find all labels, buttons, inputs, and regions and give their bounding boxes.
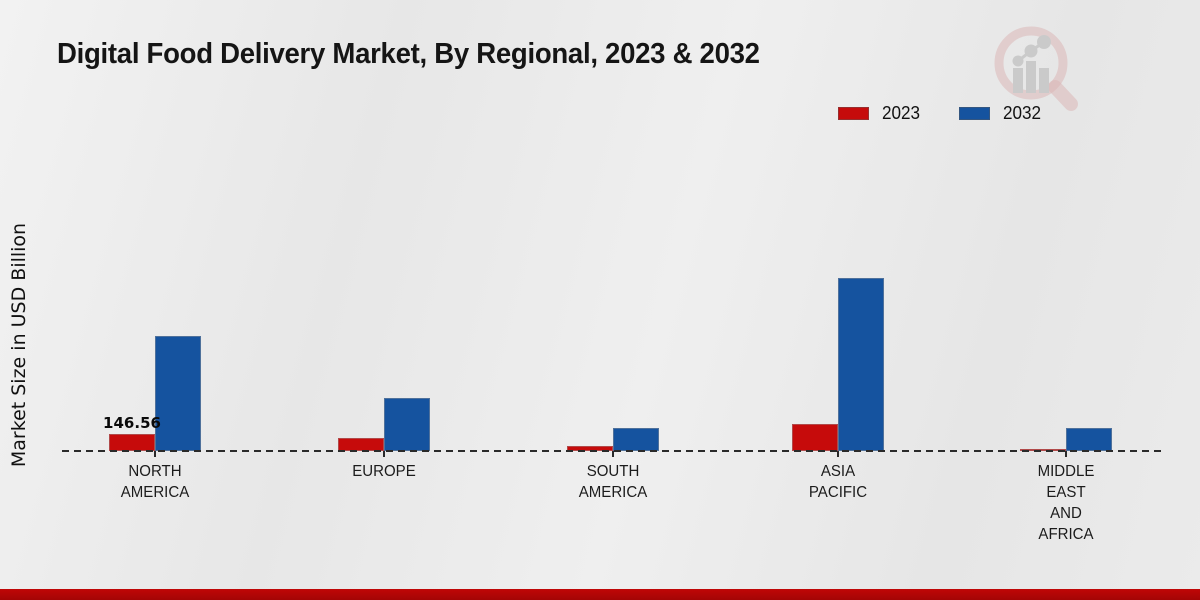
bar-2023-north-america [109, 433, 155, 451]
footer-strip [0, 589, 1200, 600]
category-label-asia-pacific: ASIA PACIFIC [808, 463, 868, 501]
x-axis-tick-north-america [154, 451, 156, 457]
bar-2032-europe [384, 398, 430, 451]
bar-2032-middle-east-and-africa [1066, 427, 1112, 451]
x-axis-tick-europe [383, 451, 385, 457]
y-axis-label: Market Size in USD Billion [8, 222, 30, 468]
legend-label-2023: 2023 [882, 103, 921, 123]
category-label-south-america: SOUTH AMERICA [578, 463, 648, 501]
category-label-north-america: NORTH AMERICA [120, 463, 190, 501]
watermark-logo [986, 20, 1084, 118]
x-axis-tick-middle-east-and-africa [1065, 451, 1067, 457]
bar-value-label: 146.56 [103, 413, 161, 432]
legend-item-2032: 2032 [959, 103, 1042, 124]
x-axis-baseline [62, 450, 1163, 452]
legend-item-2023: 2023 [838, 103, 921, 124]
bar-2032-asia-pacific [838, 278, 884, 451]
bar-2032-south-america [613, 428, 659, 451]
chart-title: Digital Food Delivery Market, By Regiona… [57, 38, 760, 70]
bar-2023-asia-pacific [792, 423, 838, 451]
bar-2032-north-america [155, 336, 201, 451]
legend-swatch-2023-icon [838, 107, 869, 120]
category-label-middle-east-and-africa: MIDDLE EAST AND AFRICA [1037, 463, 1095, 543]
x-axis-tick-asia-pacific [837, 451, 839, 457]
legend-swatch-2032-icon [959, 107, 991, 120]
category-label-europe: EUROPE [352, 463, 416, 480]
legend: 2023 2032 [838, 103, 1042, 124]
legend-label-2032: 2032 [1003, 103, 1042, 123]
magnifier-bars-icon [994, 26, 1078, 111]
x-axis-tick-south-america [612, 451, 614, 457]
